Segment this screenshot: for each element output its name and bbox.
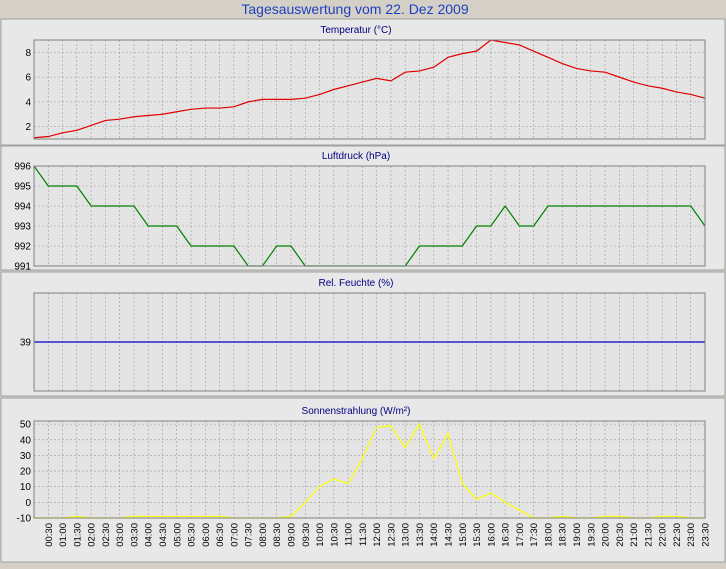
x-tick-label: 15:30 [472, 523, 483, 547]
x-tick-label: 13:30 [415, 523, 426, 547]
plot-border [33, 292, 706, 392]
x-tick-label: 21:00 [629, 523, 640, 547]
y-tick-label: 39 [20, 338, 32, 349]
x-tick-label: 07:30 [244, 523, 255, 547]
time-axis-labels: 00:30 01:00 01:30 02:00 02:30 03:00 03:30 04:00… [44, 523, 712, 547]
x-tick-label: 08:00 [258, 523, 269, 547]
x-tick-label: 01:00 [58, 523, 69, 547]
x-tick-label: 09:00 [286, 523, 297, 547]
plot-border [33, 165, 706, 267]
y-tick-label: 50 [20, 420, 32, 431]
x-tick-label: 20:00 [601, 523, 612, 547]
x-tick-label: 19:00 [572, 523, 583, 547]
plot-area: 991 992 993 994 995 996 [14, 162, 706, 273]
y-tick-label: 995 [14, 182, 31, 193]
x-tick-label: 23:30 [701, 523, 712, 547]
y-tick-label: 991 [14, 262, 31, 273]
x-tick-label: 22:30 [672, 523, 683, 547]
pressure-panel: Luftdruck (hPa) 991 992 993 994 995 996 [0, 145, 726, 273]
x-tick-label: 03:30 [129, 523, 140, 547]
x-tick-label: 22:00 [658, 523, 669, 547]
x-tick-label: 05:30 [187, 523, 198, 547]
y-tick-label: 0 [25, 498, 31, 509]
chart-title: Sonnenstrahlung (W/m²) [302, 406, 411, 417]
temperature-panel: Temperatur (°C) 2 4 6 8 [0, 18, 726, 146]
x-tick-label: 05:00 [172, 523, 183, 547]
panels: Temperatur (°C) 2 4 6 8 Luftdruck (hPa) 991… [0, 18, 726, 563]
x-tick-label: 14:00 [429, 523, 440, 547]
x-tick-label: 10:30 [329, 523, 340, 547]
x-tick-label: 21:30 [643, 523, 654, 547]
x-tick-label: 00:30 [44, 523, 55, 547]
y-tick-label: 40 [20, 435, 32, 446]
x-tick-label: 02:00 [87, 523, 98, 547]
x-tick-label: 19:30 [586, 523, 597, 547]
x-tick-label: 07:00 [229, 523, 240, 547]
y-tick-label: 10 [20, 482, 32, 493]
x-tick-label: 14:30 [444, 523, 455, 547]
x-tick-label: 12:30 [386, 523, 397, 547]
y-tick-label: 2 [25, 122, 31, 133]
x-tick-label: 04:00 [144, 523, 155, 547]
x-tick-label: 17:30 [529, 523, 540, 547]
y-tick-label: 993 [14, 222, 31, 233]
chart-title: Rel. Feuchte (%) [318, 278, 393, 289]
plot-background [33, 39, 706, 140]
x-tick-label: 09:30 [301, 523, 312, 547]
y-tick-label: -10 [17, 514, 32, 525]
y-tick-label: 6 [25, 73, 31, 84]
x-tick-label: 06:30 [215, 523, 226, 547]
solar-radiation-panel: Sonnenstrahlung (W/m²) -10 0 10 20 30 40 50 00… [0, 397, 726, 563]
y-tick-label: 8 [25, 48, 31, 59]
humidity-panel: Rel. Feuchte (%) 39 [0, 271, 726, 397]
plot-area: 39 [20, 292, 706, 392]
x-tick-label: 16:30 [501, 523, 512, 547]
x-tick-label: 18:00 [543, 523, 554, 547]
chart-title: Luftdruck (hPa) [322, 151, 390, 162]
plot-background [33, 165, 706, 267]
x-tick-label: 03:00 [115, 523, 126, 547]
x-tick-label: 04:30 [158, 523, 169, 547]
x-tick-label: 12:00 [372, 523, 383, 547]
series-line [33, 39, 706, 139]
x-tick-label: 11:30 [358, 523, 369, 546]
x-tick-label: 18:30 [558, 523, 569, 547]
plot-border [33, 420, 706, 519]
y-tick-label: 30 [20, 451, 32, 462]
plot-background [33, 420, 706, 519]
x-tick-label: 10:00 [315, 523, 326, 547]
x-tick-label: 15:00 [458, 523, 469, 547]
x-tick-label: 20:30 [615, 523, 626, 547]
plot-area: -10 0 10 20 30 40 50 [17, 420, 706, 525]
y-tick-label: 20 [20, 467, 32, 478]
x-tick-label: 13:00 [401, 523, 412, 547]
plot-border [33, 39, 706, 140]
page-title: Tagesauswertung vom 22. Dez 2009 [241, 1, 468, 17]
y-tick-label: 994 [14, 202, 31, 213]
x-tick-label: 08:30 [272, 523, 283, 547]
y-tick-label: 992 [14, 242, 31, 253]
x-tick-label: 01:30 [72, 523, 83, 547]
x-tick-label: 23:00 [686, 523, 697, 547]
chart-title: Temperatur (°C) [320, 25, 391, 36]
x-tick-label: 02:30 [101, 523, 112, 547]
x-tick-label: 06:00 [201, 523, 212, 547]
x-tick-label: 16:00 [486, 523, 497, 547]
y-tick-label: 4 [25, 97, 31, 108]
x-tick-label: 17:00 [515, 523, 526, 547]
y-tick-label: 996 [14, 162, 31, 173]
plot-area: 2 4 6 8 [25, 39, 706, 140]
x-tick-label: 11:00 [344, 523, 355, 546]
